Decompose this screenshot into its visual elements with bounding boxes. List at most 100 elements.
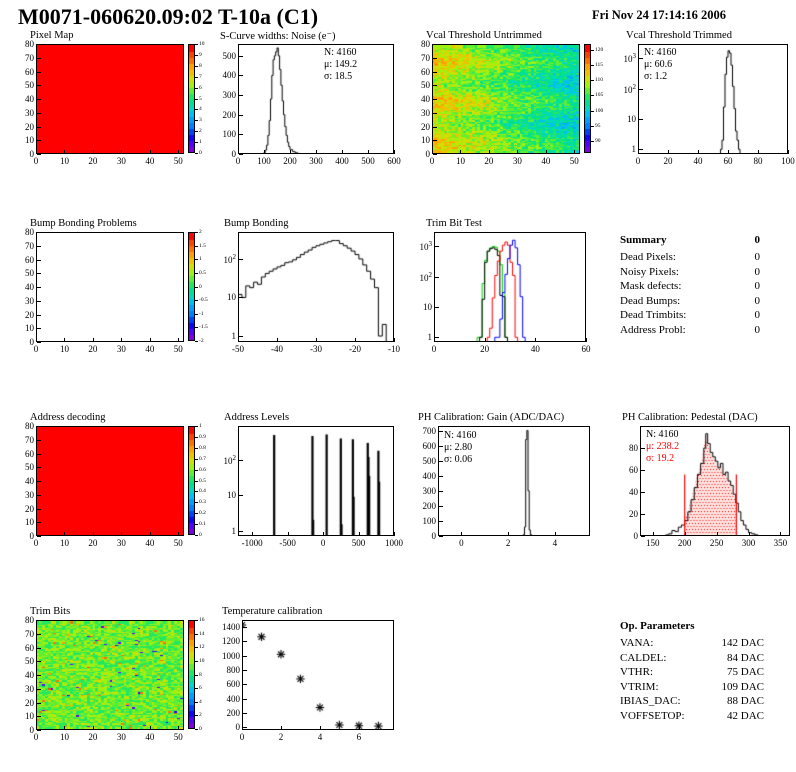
y-tick-label: 1 (427, 332, 433, 343)
x-tick (554, 532, 556, 536)
colorbar-tick (195, 98, 198, 100)
y-tick-label: 40 (629, 487, 638, 497)
colorbar-tick (591, 125, 594, 127)
y-tick (37, 154, 41, 155)
y-tick-label: 1 (231, 525, 237, 536)
y-tick (239, 95, 243, 97)
row-value: 0 (754, 309, 761, 321)
chart-title: S-Curve widths: Noise (e⁻) (220, 31, 336, 42)
colorbar-label: 5 (199, 95, 202, 102)
chart-pixel-map[interactable]: Pixel Map 0 10 20 30 40 50 0 10 20 30 40 50 60 70 80 0 1 2… (8, 30, 205, 166)
y-tick-label: 102 (419, 270, 433, 283)
chart-scurve-widths[interactable]: S-Curve widths: Noise (e⁻) 0 100 200 300 400 5… (204, 30, 401, 166)
y-tick (37, 494, 41, 496)
x-tick (242, 726, 243, 730)
y-tick-label: 20 (25, 121, 34, 132)
y-tick-label: 20 (25, 697, 34, 708)
y-tick-label: 40 (25, 282, 34, 292)
y-tick (37, 314, 41, 316)
x-tick (121, 150, 123, 154)
chart-bump-bonding[interactable]: Bump Bonding -50 -40 -30 -20 -10 1 10 102 (204, 218, 401, 354)
x-tick (434, 338, 435, 342)
y-tick-label: 300 (422, 485, 437, 496)
x-tick (280, 726, 282, 730)
colorbar-label: 0 (199, 283, 202, 290)
x-tick (716, 532, 718, 536)
chart-ph-calibration-gain[interactable]: PH Calibration: Gain (ADC/DAC) 0 2 4 0 100 200… (404, 412, 594, 548)
y-tick-label: 70 (25, 628, 34, 639)
row-label: VANA: (620, 637, 654, 649)
x-tick-label: 20 (88, 538, 98, 548)
chart-title: PH Calibration: Gain (ADC/DAC) (418, 412, 565, 423)
colorbar (188, 44, 195, 153)
x-tick (149, 338, 151, 342)
row-value: 84 DAC (727, 651, 764, 664)
x-tick (461, 532, 463, 536)
y-tick-label: 600 (422, 440, 437, 451)
colorbar-tick (195, 535, 198, 536)
colorbar-label: -2 (199, 338, 204, 344)
chart-address-decoding[interactable]: Address decoding 0 10 20 30 40 50 0 10 20 30 40 50 60… (8, 412, 206, 548)
colorbar-tick (591, 50, 594, 52)
y-tick-label: 40 (25, 670, 34, 680)
y-tick-label: 80 (25, 39, 34, 49)
colorbar (188, 426, 195, 535)
y-tick (37, 232, 41, 233)
y-tick-label: 500 (422, 455, 437, 466)
y-tick (239, 75, 243, 77)
colorbar-tick (195, 647, 198, 649)
chart-temperature-calibration[interactable]: Temperature calibration 0 2 4 6 0 200 400 600 800… (204, 606, 394, 742)
chart-title: Bump Bonding (224, 218, 289, 229)
colorbar-label: 0.6 (199, 466, 206, 473)
x-tick (394, 338, 395, 342)
summary-panel: Summary 0 Dead Pixels: 0 Noisy Pixels: 0 Mas… (620, 234, 788, 338)
chart-title: Address decoding (30, 412, 106, 423)
colorbar-tick (195, 688, 198, 690)
chart-trim-bits[interactable]: Trim Bits 0 10 20 30 40 50 0 10 20 30 40 50 60 70 80 0 2 4… (8, 606, 205, 742)
x-tick (36, 150, 37, 154)
timestamp: Fri Nov 24 17:14:16 2006 (592, 8, 727, 22)
colorbar-label: -0.5 (199, 297, 208, 304)
chart-address-levels[interactable]: Address Levels -1000 -500 0 500 1000 1 10 102 (204, 412, 404, 548)
chart-vcal-threshold-trimmed[interactable]: Vcal Threshold Trimmed 0 20 40 60 80 100 1 10 102… (608, 30, 796, 166)
colorbar-label: 10 (199, 41, 205, 47)
row-value: 88 DAC (727, 695, 764, 707)
y-tick (37, 508, 41, 510)
x-tick (684, 532, 686, 536)
y-tick (639, 119, 643, 121)
x-tick-label: 40 (693, 156, 703, 166)
y-tick-label: 1 (231, 331, 237, 342)
x-tick-label: 30 (116, 344, 126, 354)
y-tick-label: 400 (422, 470, 437, 481)
stat-line: N: 4160 (646, 429, 679, 440)
chart-ph-calibration-pedestal[interactable]: PH Calibration: Pedestal (DAC) 150 200 250 3… (608, 412, 796, 548)
colorbar-tick (195, 300, 198, 302)
colorbar-label: 100 (595, 107, 604, 114)
summary-heading-value: 0 (754, 234, 761, 246)
y-tick (641, 514, 645, 515)
chart-vcal-threshold-untrimmed[interactable]: Vcal Threshold Untrimmed 0 10 20 30 40 50 0 10 20… (404, 30, 603, 166)
colorbar-tick (591, 95, 594, 97)
colorbar-tick (195, 524, 198, 526)
y-tick-label: 30 (25, 295, 34, 306)
y-tick (239, 459, 243, 461)
x-tick (92, 338, 94, 342)
chart-trim-bit-test[interactable]: Trim Bit Test 0 20 40 60 1 10 102 103 (404, 218, 594, 354)
x-tick (121, 726, 123, 730)
colorbar-label: 16 (199, 617, 205, 623)
y-tick-label: 1000 (222, 650, 240, 661)
colorbar-label: 9 (199, 51, 202, 58)
colorbar-label: 90 (595, 137, 601, 144)
colorbar-label: 0 (199, 726, 202, 732)
y-tick (243, 670, 247, 671)
colorbar-tick (195, 65, 198, 67)
colorbar-label: 0.4 (199, 488, 206, 495)
y-tick-label: 60 (629, 465, 638, 475)
colorbar-label: 4 (199, 106, 202, 113)
chart-bump-bonding-problems[interactable]: Bump Bonding Problems 0 10 20 30 40 50 0 10 20 30 4… (8, 218, 208, 354)
y-tick-label: 50 (421, 80, 430, 91)
x-tick-label: 40 (530, 344, 540, 354)
stat-line: μ: 2.80 (444, 442, 473, 453)
y-tick (37, 620, 41, 621)
y-tick (37, 300, 41, 302)
